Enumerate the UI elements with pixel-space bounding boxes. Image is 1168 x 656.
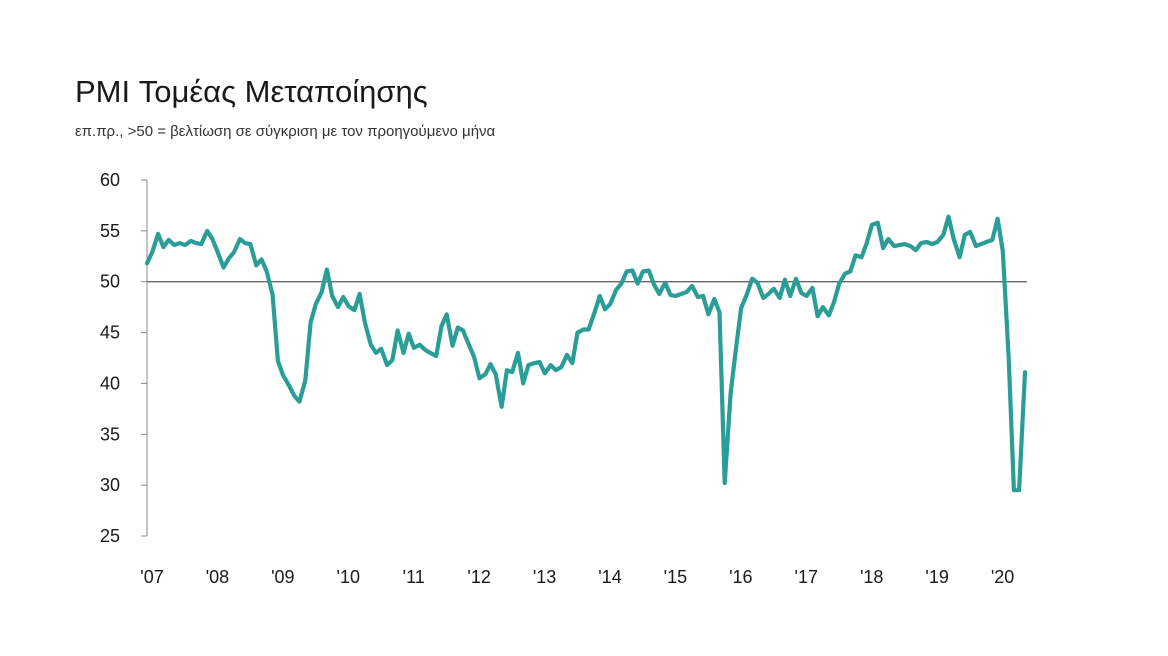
x-tick-label: '14 [598, 567, 621, 587]
y-tick-label: 25 [100, 526, 120, 546]
chart-axes [141, 179, 1027, 537]
y-tick-label: 55 [100, 221, 120, 241]
y-tick-label: 35 [100, 424, 120, 444]
y-tick-label: 40 [100, 373, 120, 393]
series-line-pmi [144, 214, 1028, 493]
x-tick-label: '10 [337, 567, 360, 587]
x-tick-label: '15 [664, 567, 687, 587]
x-tick-label: '19 [925, 567, 948, 587]
x-tick-label: '20 [991, 567, 1014, 587]
chart-title: PMI Τομέας Μεταποίησης [75, 74, 428, 109]
x-tick-label: '12 [467, 567, 490, 587]
x-tick-label: '17 [795, 567, 818, 587]
x-tick-label: '07 [140, 567, 163, 587]
y-tick-label: 30 [100, 475, 120, 495]
y-tick-label: 50 [100, 272, 120, 292]
y-tick-label: 60 [100, 170, 120, 190]
x-tick-label: '09 [271, 567, 294, 587]
x-tick-label: '08 [206, 567, 229, 587]
y-tick-label: 45 [100, 323, 120, 343]
x-tick-label: '11 [403, 567, 425, 587]
x-tick-label: '13 [533, 567, 556, 587]
tick-labels: 60 55 50 45 40 35 30 25 '07 '08 '09 '10 '11 '12 '13 '14… [100, 170, 1014, 587]
chart-series [144, 214, 1028, 493]
x-tick-label: '18 [860, 567, 883, 587]
x-tick-label: '16 [729, 567, 752, 587]
chart-subtitle: επ.πρ., >50 = βελτίωση σε σύγκριση με το… [75, 123, 496, 140]
